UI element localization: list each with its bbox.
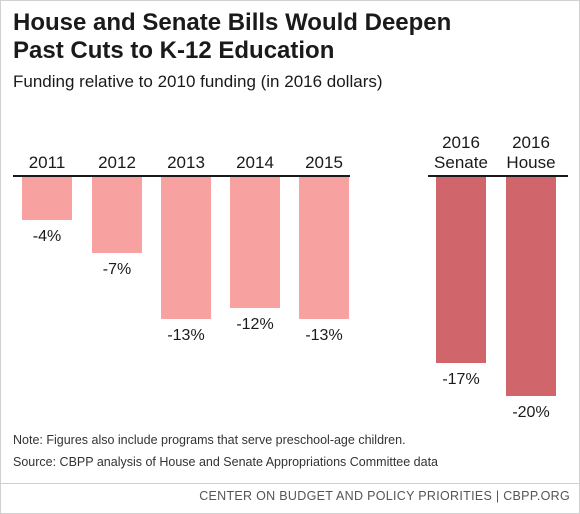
bar-2015 (299, 176, 349, 319)
chart-title-line-1: House and Senate Bills Would Deepen (13, 9, 452, 36)
category-label: 2014 (236, 153, 274, 172)
footer-credit: CENTER ON BUDGET AND POLICY PRIORITIES |… (199, 489, 570, 503)
chart-subtitle: Funding relative to 2010 funding (in 201… (13, 72, 383, 91)
bar-chart: 2011 2012 2013 2014 2015 2016 Senate 2016 House -… (13, 133, 568, 421)
data-label: -13% (167, 327, 204, 344)
bar-2016-house (506, 176, 556, 396)
bar-2013 (161, 176, 211, 319)
category-label: 2013 (167, 153, 205, 172)
data-label: -17% (442, 371, 479, 388)
data-label: -13% (305, 327, 342, 344)
data-label: -4% (33, 228, 61, 245)
chart-title: House and Senate Bills Would Deepen Past… (13, 9, 513, 65)
bar-2014 (230, 176, 280, 308)
chart-note: Note: Figures also include programs that… (13, 433, 406, 447)
bar-2016-senate (436, 176, 486, 363)
category-label: 2015 (305, 153, 343, 172)
data-label: -7% (103, 261, 131, 278)
chart-source: Source: CBPP analysis of House and Senat… (13, 455, 439, 469)
chart-title-line-2: Past Cuts to K-12 Education (13, 37, 335, 64)
category-label: 2011 (29, 153, 66, 172)
category-label: 2016 House (506, 133, 555, 172)
bar-2011 (22, 176, 72, 220)
data-label: -12% (236, 316, 273, 333)
category-label: 2012 (98, 153, 136, 172)
bar-2012 (92, 176, 142, 253)
category-label: 2016 Senate (434, 133, 488, 172)
data-label: -20% (512, 404, 549, 421)
footer-divider (0, 483, 580, 484)
